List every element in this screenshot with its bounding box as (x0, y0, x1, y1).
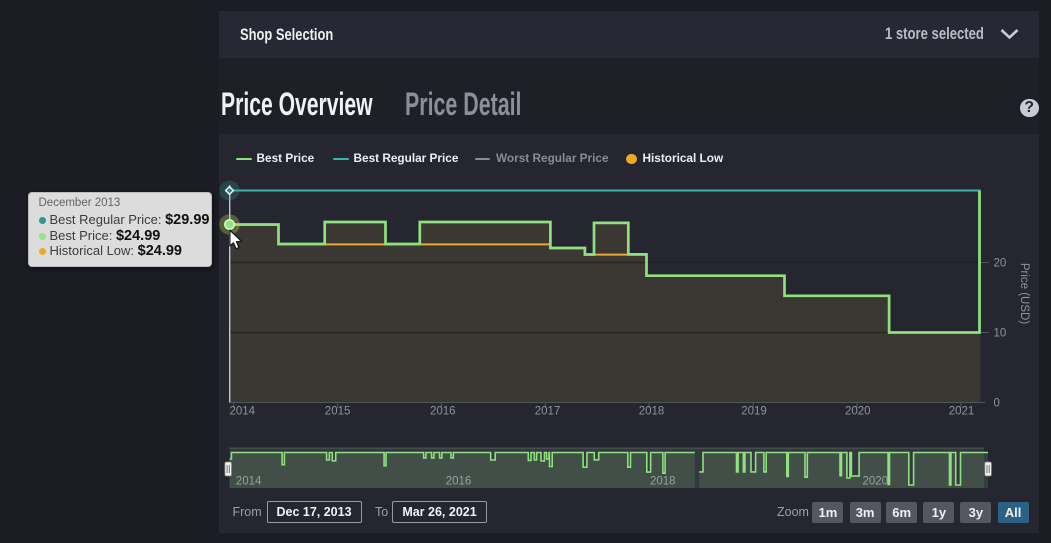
svg-text:2020: 2020 (863, 476, 889, 488)
svg-text:2015: 2015 (325, 406, 351, 418)
svg-text:2016: 2016 (446, 476, 472, 488)
svg-text:2018: 2018 (639, 406, 665, 418)
svg-text:0: 0 (994, 398, 1000, 410)
svg-text:10: 10 (994, 328, 1007, 340)
svg-text:20: 20 (994, 258, 1007, 270)
svg-text:2014: 2014 (230, 406, 256, 418)
svg-text:2014: 2014 (236, 476, 262, 488)
svg-text:2018: 2018 (650, 476, 676, 488)
svg-text:2021: 2021 (949, 406, 975, 418)
svg-text:2016: 2016 (430, 406, 456, 418)
svg-text:Price (USD): Price (USD) (1018, 263, 1030, 325)
svg-text:2017: 2017 (535, 406, 561, 418)
svg-text:2019: 2019 (741, 406, 767, 418)
svg-text:2020: 2020 (845, 406, 871, 418)
